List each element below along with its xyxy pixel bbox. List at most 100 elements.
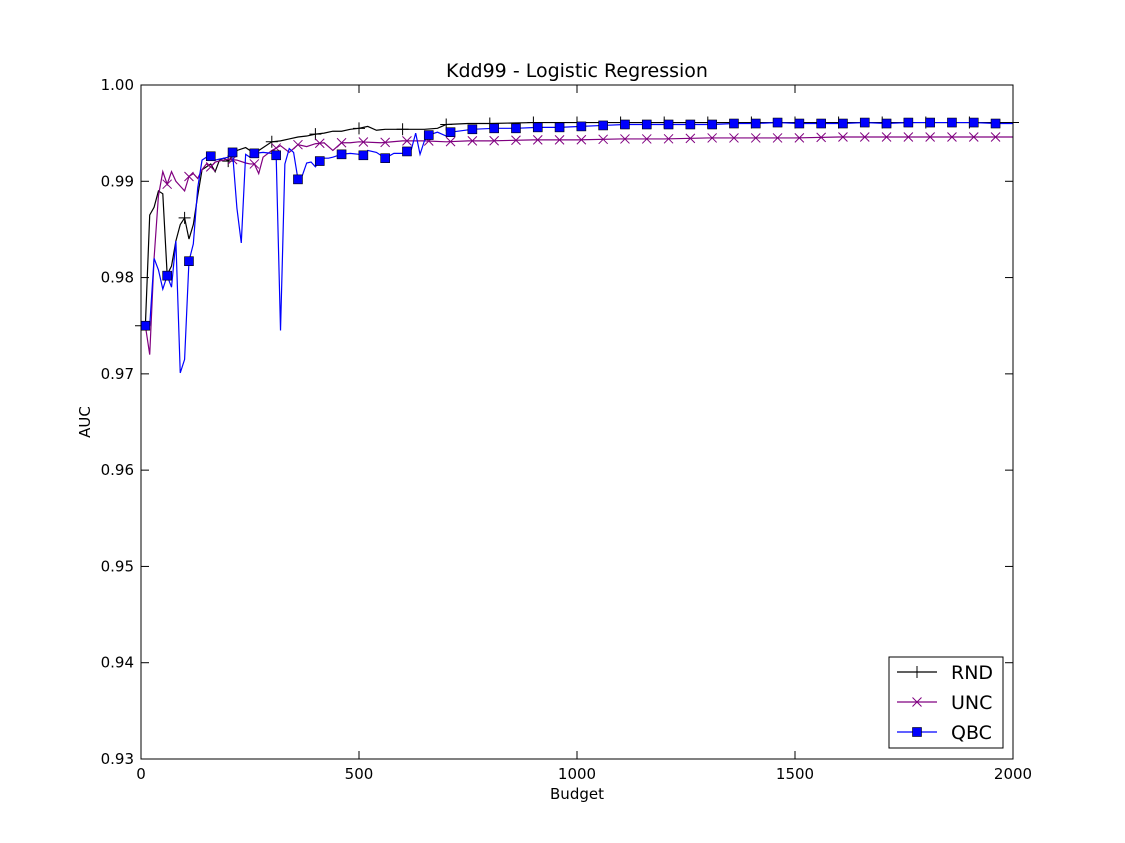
y-tick-label: 0.94 [101,654,134,672]
qbc-marker [380,153,390,163]
unc-marker [358,137,369,147]
qbc-marker [663,119,674,130]
unc-marker [663,133,674,144]
unc-marker [903,132,914,142]
unc-marker [576,134,587,145]
qbc-marker [750,118,761,129]
qbc-marker [685,119,696,130]
qbc-marker [554,122,565,133]
unc-marker [816,132,827,143]
qbc-marker [816,118,826,129]
qbc-marker [249,148,260,159]
qbc-marker [859,117,870,128]
rnd-marker [353,122,365,135]
x-tick-label: 2000 [994,765,1032,783]
unc-marker [881,132,892,142]
x-tick-label: 0 [136,765,146,783]
unc-marker [314,138,325,149]
y-tick-label: 0.96 [101,461,134,479]
qbc-marker [990,118,1001,129]
legend-label-unc: UNC [951,692,992,714]
legend-item-qbc: QBC [897,722,992,744]
unc-marker [402,135,412,146]
unc-marker [641,134,652,144]
qbc-marker [445,127,456,137]
legend: RND UNC QBC [888,656,1004,749]
qbc-marker [576,121,587,132]
rnd-marker [265,135,278,148]
unc-marker [685,133,696,144]
legend-item-unc: UNC [897,692,992,714]
qbc-marker [903,117,914,128]
unc-marker [620,134,630,144]
qbc-marker [620,119,630,130]
unc-marker [925,132,936,142]
qbc-marker [489,123,499,134]
qbc-marker [293,174,303,185]
x-tick-label: 1000 [558,765,596,783]
chart-title: Kdd99 - Logistic Regression [446,60,708,82]
unc-marker [489,135,500,146]
unc-marker [772,133,783,143]
ticks-layer: 0 500 1000 1500 2000 0.93 0.94 0.95 0.96 0.97 0.98… [101,76,1033,783]
unc-marker [598,134,609,145]
y-tick-label: 0.98 [101,269,134,287]
y-axis-label: AUC [76,406,94,438]
unc-marker [794,133,805,143]
qbc-marker [402,146,412,157]
qbc-marker [532,122,543,133]
y-tick-label: 0.97 [101,365,134,383]
qbc-marker [511,123,521,134]
x-tick-label: 500 [345,765,374,783]
legend-marker-rnd [911,666,923,678]
qbc-marker [423,130,434,140]
qbc-marker [707,119,717,130]
legend-item-rnd: RND [897,662,993,684]
unc-marker [990,132,1001,142]
series-layer [135,116,1019,374]
unc-marker [859,132,870,142]
unc-marker [162,179,173,190]
unc-marker [947,132,957,142]
unc-marker [532,135,543,145]
qbc-marker [968,117,979,128]
qbc-marker [336,149,347,160]
rnd-marker [309,128,322,141]
unc-marker [467,135,478,146]
qbc-marker [467,124,478,135]
qbc-marker [205,151,216,162]
qbc-marker [140,320,151,331]
unc-marker [707,133,718,143]
qbc-marker [947,117,957,128]
rnd-marker [178,211,191,224]
qbc-marker [271,150,281,161]
y-tick-label: 1.00 [101,76,134,94]
unc-marker [968,132,979,142]
unc-marker [380,137,391,148]
unc-marker [838,132,848,142]
legend-marker-unc [912,697,922,707]
qbc-marker [162,270,172,281]
qbc-marker [881,118,892,129]
x-tick-label: 1500 [776,765,814,783]
legend-label-rnd: RND [951,662,993,684]
unc-marker [554,135,565,145]
y-tick-label: 0.95 [101,557,134,575]
qbc-marker [772,117,783,128]
legend-label-qbc: QBC [951,722,992,744]
qbc-marker [358,150,369,161]
y-tick-label: 0.93 [101,750,134,768]
qbc-marker [227,147,238,158]
qbc-marker [794,118,805,129]
y-tick-label: 0.99 [101,172,134,190]
qbc-marker [314,156,325,166]
x-axis-label: Budget [550,785,604,803]
unc-marker [293,139,303,150]
unc-marker [205,161,216,172]
qbc-marker [184,256,194,267]
unc-marker [729,133,739,143]
qbc-marker [598,120,608,131]
rnd-marker [396,123,409,136]
unc-marker [511,135,521,146]
